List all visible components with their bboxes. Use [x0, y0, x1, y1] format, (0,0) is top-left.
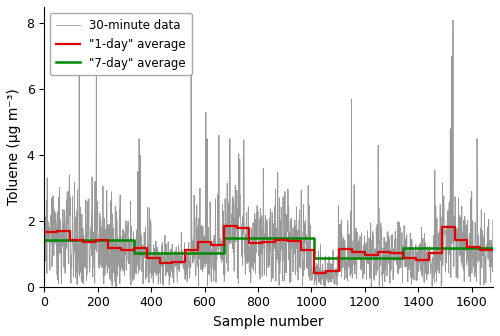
"1-day" average	[221, 224, 227, 228]
30-minute data	[203, 232, 209, 236]
30-minute data	[368, 285, 374, 289]
"7-day" average	[131, 251, 137, 255]
"7-day" average	[400, 256, 406, 260]
"1-day" average	[439, 251, 445, 255]
30-minute data	[246, 270, 252, 274]
30-minute data	[41, 246, 47, 250]
"1-day" average	[144, 256, 150, 260]
X-axis label: Sample number: Sample number	[214, 315, 324, 329]
30-minute data	[490, 218, 496, 222]
"1-day" average	[310, 271, 316, 276]
30-minute data	[342, 245, 348, 249]
"1-day" average	[234, 225, 239, 229]
Y-axis label: Toluene (μg m⁻³): Toluene (μg m⁻³)	[7, 88, 21, 205]
30-minute data	[76, 15, 82, 19]
Line: "1-day" average: "1-day" average	[44, 226, 493, 274]
"7-day" average	[41, 238, 47, 242]
Line: "7-day" average: "7-day" average	[44, 239, 493, 258]
"1-day" average	[298, 239, 304, 243]
30-minute data	[170, 271, 175, 275]
30-minute data	[80, 279, 86, 283]
"7-day" average	[310, 237, 316, 241]
"7-day" average	[310, 256, 316, 260]
"1-day" average	[41, 230, 47, 234]
Line: 30-minute data: 30-minute data	[44, 17, 493, 287]
"7-day" average	[221, 237, 227, 241]
Legend: 30-minute data, "1-day" average, "7-day" average: 30-minute data, "1-day" average, "7-day"…	[50, 13, 192, 76]
30-minute data	[211, 233, 217, 237]
"1-day" average	[106, 238, 112, 242]
"1-day" average	[490, 248, 496, 252]
"7-day" average	[221, 251, 227, 255]
"7-day" average	[490, 246, 496, 250]
"7-day" average	[131, 238, 137, 242]
"7-day" average	[400, 246, 406, 250]
"1-day" average	[182, 260, 188, 264]
